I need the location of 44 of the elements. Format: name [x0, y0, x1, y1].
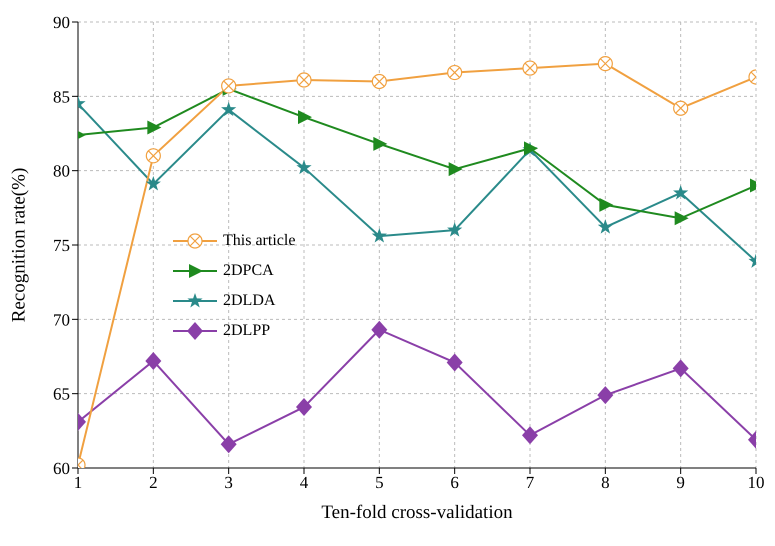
- legend-label: 2DPCA: [223, 262, 274, 280]
- point: [598, 219, 613, 234]
- point: [448, 162, 463, 176]
- y-tick-label: 85: [53, 87, 70, 106]
- point: [147, 120, 162, 135]
- legend-label: This article: [223, 232, 296, 250]
- point: [597, 386, 614, 404]
- point: [220, 435, 237, 454]
- point: [522, 426, 538, 444]
- point: [372, 228, 387, 243]
- x-tick-label: 5: [375, 473, 384, 492]
- x-tick-label: 3: [224, 473, 233, 492]
- point: [599, 198, 614, 212]
- x-axis-title: Ten-fold cross-validation: [321, 502, 514, 523]
- point: [446, 353, 463, 372]
- point: [145, 352, 162, 370]
- y-axis-title: Recognition rate(%): [8, 168, 30, 322]
- point: [221, 102, 236, 116]
- point: [373, 136, 388, 151]
- x-tick-label: 7: [526, 473, 535, 492]
- x-tick-label: 1: [74, 473, 82, 492]
- x-tick-label: 6: [450, 473, 459, 492]
- x-tick-label: 2: [149, 473, 158, 492]
- x-tick-label: 10: [748, 473, 764, 492]
- point: [672, 359, 689, 378]
- point: [447, 222, 462, 237]
- point: [673, 184, 688, 200]
- x-tick-label: 8: [601, 473, 610, 492]
- y-tick-label: 75: [53, 236, 70, 256]
- point: [298, 110, 312, 124]
- y-tick-label: 80: [53, 162, 70, 181]
- legend-label: 2DLPP: [223, 322, 270, 340]
- y-tick-label: 70: [53, 310, 70, 330]
- point: [296, 398, 312, 416]
- y-tick-label: 90: [53, 13, 70, 32]
- point: [371, 320, 388, 339]
- point: [146, 176, 161, 191]
- legend-label: 2DLDA: [223, 292, 276, 310]
- y-tick-label: 65: [53, 384, 70, 404]
- y-tick-label: 60: [53, 459, 70, 478]
- point: [296, 160, 312, 174]
- point: [674, 211, 689, 226]
- x-tick-label: 4: [300, 473, 309, 492]
- x-tick-label: 9: [676, 473, 685, 492]
